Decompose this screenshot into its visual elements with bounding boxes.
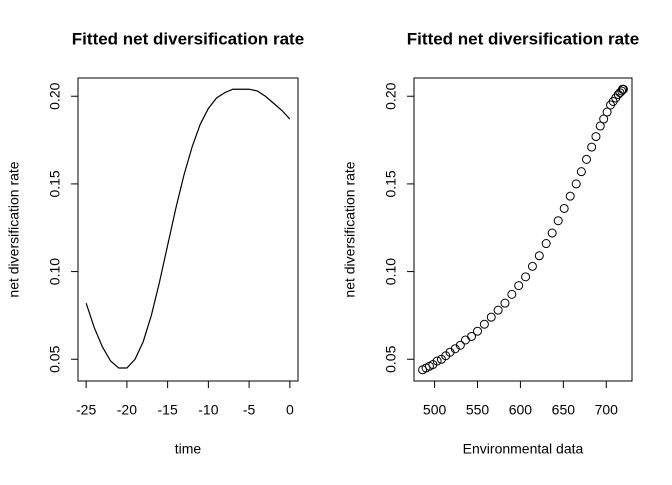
point: [571, 179, 581, 189]
point: [559, 203, 569, 213]
x-tick-label: -25: [76, 402, 96, 418]
point: [473, 326, 483, 336]
point: [455, 340, 465, 350]
y-tick-label: 0.05: [383, 345, 399, 372]
chart-title: Fitted net diversification rate: [72, 29, 304, 48]
point: [599, 114, 609, 124]
point: [602, 107, 612, 117]
plot-box: [77, 77, 299, 382]
point: [479, 319, 489, 329]
x-tick-label: 550: [466, 402, 490, 418]
y-tick-label: 0.05: [47, 345, 63, 372]
x-axis-label: time: [175, 441, 202, 457]
x-tick-label: 700: [595, 402, 619, 418]
y-tick-label: 0.15: [383, 170, 399, 197]
y-tick-label: 0.10: [383, 258, 399, 285]
x-tick-label: -15: [158, 402, 178, 418]
point: [467, 331, 477, 341]
plot-box: [413, 77, 633, 382]
y-axis-label: net diversification rate: [6, 161, 22, 297]
point: [591, 132, 601, 142]
point: [534, 251, 544, 261]
x-tick-label: 600: [509, 402, 533, 418]
point: [507, 289, 517, 299]
point: [486, 312, 496, 322]
point: [565, 191, 575, 201]
point: [576, 167, 586, 177]
y-tick-label: 0.10: [47, 258, 63, 285]
point: [493, 305, 503, 315]
x-tick-label: -5: [243, 402, 256, 418]
x-tick-label: -10: [198, 402, 218, 418]
y-tick-label: 0.20: [383, 82, 399, 109]
point: [617, 86, 627, 96]
line: [85, 88, 291, 369]
y-tick-label: 0.20: [47, 82, 63, 109]
point: [432, 356, 442, 366]
point: [460, 335, 470, 345]
point: [582, 154, 592, 164]
point: [618, 84, 628, 94]
point: [541, 239, 551, 249]
chart-title: Fitted net diversification rate: [407, 29, 639, 48]
point: [521, 272, 531, 282]
point: [587, 142, 597, 152]
x-tick-label: -20: [117, 402, 137, 418]
x-axis-label: Environmental data: [463, 441, 584, 457]
y-axis-label: net diversification rate: [342, 161, 358, 297]
point: [500, 298, 510, 308]
point: [547, 228, 557, 238]
y-tick-label: 0.15: [47, 170, 63, 197]
point: [553, 216, 563, 226]
point: [514, 281, 524, 291]
x-tick-label: 500: [423, 402, 447, 418]
point: [595, 121, 605, 131]
x-tick-label: 650: [552, 402, 576, 418]
x-tick-label: 0: [286, 402, 294, 418]
point: [527, 261, 537, 271]
